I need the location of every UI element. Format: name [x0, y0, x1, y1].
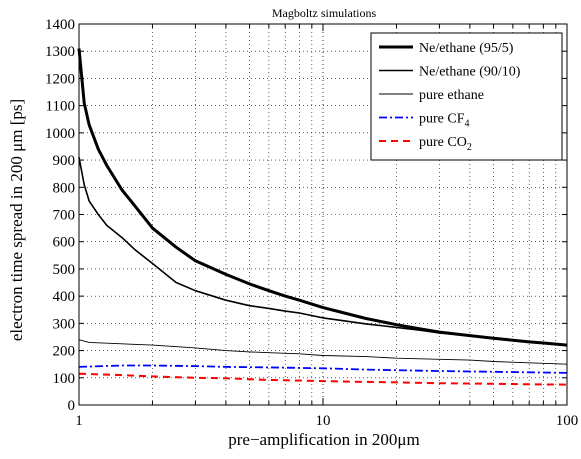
- legend-label: pure CF4: [419, 112, 470, 130]
- y-tick-label: 700: [53, 208, 76, 224]
- chart-title: Magboltz simulations: [272, 6, 377, 20]
- axis-ticks: 0100200300400500600700800900100011001200…: [45, 17, 578, 429]
- y-tick-label: 0: [68, 398, 76, 414]
- legend-label: pure CO2: [419, 135, 472, 153]
- y-tick-label: 200: [53, 344, 76, 360]
- x-axis-label: pre−amplification in 200μm: [228, 430, 420, 449]
- legend-label: Ne/ethane (95/5): [419, 41, 514, 56]
- series-line-2: [78, 157, 568, 346]
- y-axis-label: electron time spread in 200 μm [ps]: [7, 99, 26, 341]
- x-tick-label: 100: [556, 413, 579, 429]
- y-tick-label: 1200: [45, 71, 75, 87]
- series-line-4: [78, 364, 568, 374]
- series-line-3: [78, 339, 568, 365]
- y-tick-label: 400: [53, 289, 76, 305]
- legend-box: [370, 32, 563, 161]
- y-tick-label: 600: [53, 235, 76, 251]
- x-tick-label: 10: [316, 413, 331, 429]
- y-tick-label: 1000: [45, 126, 75, 142]
- y-tick-label: 1300: [45, 44, 75, 60]
- y-tick-label: 900: [53, 153, 76, 169]
- legend-subscript: 2: [467, 142, 472, 153]
- legend-label: pure ethane: [419, 88, 484, 103]
- grid-lines: [79, 24, 567, 405]
- series-line-5: [78, 372, 568, 386]
- y-tick-label: 500: [53, 262, 76, 278]
- legend-subscript: 4: [465, 119, 470, 130]
- x-tick-label: 1: [75, 413, 83, 429]
- series-lines: [77, 48, 568, 386]
- y-tick-label: 300: [53, 316, 76, 332]
- y-tick-label: 1100: [46, 99, 75, 115]
- y-tick-label: 100: [53, 371, 76, 387]
- y-tick-label: 800: [53, 180, 76, 196]
- y-tick-label: 1400: [45, 17, 75, 33]
- legend-label: Ne/ethane (90/10): [419, 65, 521, 80]
- legend: Ne/ethane (95/5) Ne/ethane (90/10) pure et…: [370, 32, 563, 161]
